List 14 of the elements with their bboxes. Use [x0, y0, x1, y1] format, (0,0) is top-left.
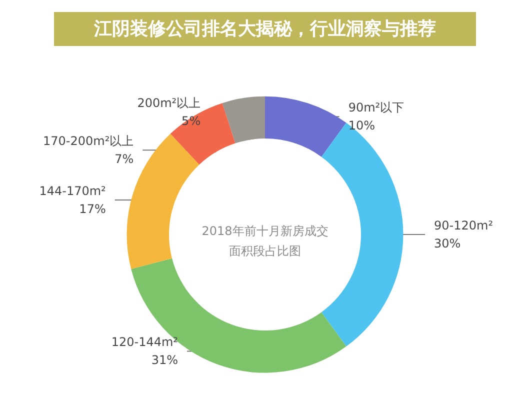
slice-label: 90-120m²	[434, 218, 494, 233]
text: 2018年前十月新房成交面积段占比图	[202, 224, 328, 258]
slice-label: 120-144m²	[111, 335, 178, 350]
data-label: 31%	[151, 353, 178, 368]
data-label: 5%	[182, 114, 201, 128]
chart-title: 江阴装修公司排名大揭秘，行业洞察与推荐	[93, 18, 436, 40]
data-label: 7%	[114, 152, 134, 166]
slice-label: 200m²以上	[137, 96, 201, 110]
data-label: 30%	[434, 236, 461, 251]
slice-label: 170-200m²以上	[43, 134, 134, 148]
slice-label: 90m²以下	[348, 100, 404, 115]
data-label: 17%	[79, 202, 106, 216]
slice-label: 144-170m²	[39, 184, 106, 198]
data-label: 10%	[348, 118, 375, 133]
